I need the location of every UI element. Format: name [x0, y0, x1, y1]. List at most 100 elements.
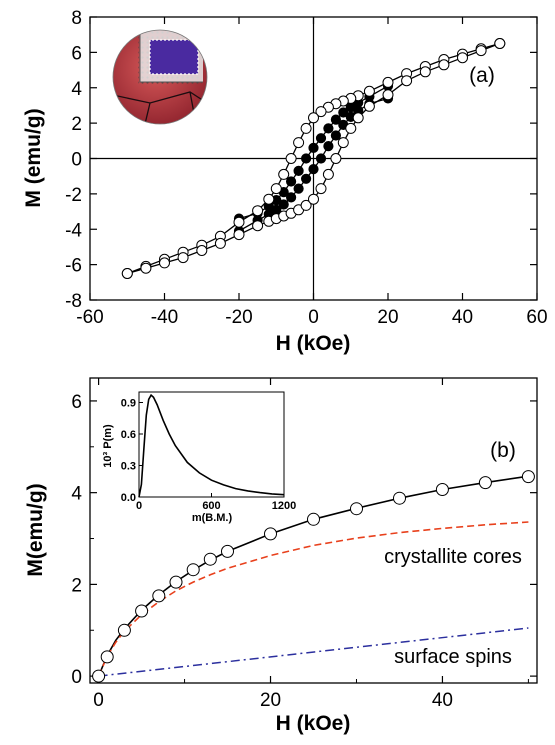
inset-background [139, 392, 284, 497]
x-tick-label: 20 [377, 307, 398, 328]
y-tick-label: 0 [71, 150, 82, 171]
inset-y-tick-label: 0.3 [121, 461, 136, 473]
open-data-point [100, 650, 114, 664]
surface-spins-annotation: surface spins [394, 646, 512, 668]
open-data-point [221, 544, 234, 558]
open-data-point [135, 604, 149, 618]
inset-line [138, 393, 285, 498]
x-tick-label: 0 [308, 307, 319, 328]
particle-inset-illustration [112, 29, 208, 125]
open-data-point [92, 669, 106, 683]
panel-b-label: (b) [490, 439, 516, 462]
panel-a-x-axis-label: H (kOe) [276, 332, 351, 355]
y-tick-label: -4 [65, 220, 82, 241]
open-data-point [264, 527, 277, 541]
open-data-point [196, 245, 208, 256]
panel-a-label: (a) [469, 64, 495, 87]
open-data-point [352, 112, 364, 124]
surface-spins-line [98, 627, 529, 677]
filled-data-point [286, 176, 297, 187]
filled-data-point [278, 199, 289, 210]
open-data-point [435, 483, 449, 496]
filled-data-point [315, 133, 327, 144]
open-data-point [285, 153, 297, 164]
y-tick-label: 2 [71, 114, 82, 135]
crystallite-cores-annotation: crystallite cores [384, 546, 522, 568]
open-data-point [393, 491, 406, 505]
panel-b-chart: 0 20 40 0 2 4 6 (b) crystallite cores surface … [24, 377, 538, 735]
x-tick-label: -60 [76, 307, 103, 328]
filled-data-point [293, 183, 304, 194]
open-data-point [315, 183, 327, 195]
x-tick-label: 20 [260, 690, 281, 711]
open-data-point [152, 589, 166, 603]
open-data-point [350, 502, 363, 516]
panel-a-data-points [121, 38, 506, 279]
open-data-point [140, 262, 152, 274]
open-data-point [315, 106, 327, 118]
x-tick-label: 60 [526, 307, 547, 328]
open-data-point [117, 623, 131, 637]
open-data-point [169, 575, 183, 589]
filled-data-point [286, 192, 297, 203]
y-tick-label: 6 [71, 43, 82, 64]
filled-data-point [308, 142, 319, 153]
open-data-point [177, 252, 189, 264]
open-data-point [233, 216, 245, 228]
open-data-point [233, 229, 245, 241]
open-data-point [308, 193, 319, 205]
filled-data-point [323, 123, 334, 134]
y-tick-label: 6 [71, 392, 82, 413]
panel-a-y-axis-label: M (emu/g) [22, 108, 45, 207]
x-tick-label: -40 [151, 307, 178, 328]
filled-data-point [293, 165, 304, 176]
open-data-point [300, 199, 312, 211]
moment-distribution-inset: 0 600 1200 0.0 0.3 0.6 0.9 m(B.M.) 10³ P(m) [102, 391, 297, 524]
y-tick-label: 0 [71, 667, 82, 688]
filled-data-point [301, 173, 312, 184]
open-data-point [307, 512, 320, 526]
open-data-point [478, 476, 492, 490]
panel-b-data-points [92, 470, 535, 683]
inset-y-tick-label: 0.0 [121, 492, 136, 504]
open-data-point [121, 268, 133, 279]
open-data-point [330, 153, 342, 164]
panel-a-zero-lines [90, 17, 537, 300]
inset-y-tick-label: 0.6 [121, 429, 136, 441]
filled-data-point [315, 153, 327, 164]
inset-ticks: 0 600 1200 0.0 0.3 0.6 0.9 [121, 398, 297, 513]
filled-data-point [308, 164, 319, 175]
panel-b-y-axis-label: M(emu/g) [24, 483, 47, 576]
open-data-point [457, 52, 468, 64]
inset-x-tick-label: 0 [136, 500, 142, 512]
open-data-point [419, 66, 431, 78]
open-data-point [252, 205, 264, 217]
open-data-point [300, 122, 312, 134]
open-data-point [345, 122, 357, 134]
open-data-point [382, 89, 394, 101]
open-data-point [186, 563, 200, 577]
inset-x-tick-label: 1200 [272, 500, 296, 512]
open-data-point [363, 85, 375, 97]
open-data-point [475, 45, 487, 57]
inset-x-axis-label: m(B.M.) [192, 512, 233, 524]
y-tick-label: -6 [65, 256, 82, 277]
x-tick-label: -20 [225, 307, 252, 328]
open-data-point [308, 112, 319, 124]
moment-distribution-line [138, 393, 285, 498]
open-data-point [263, 193, 275, 205]
open-data-point [494, 38, 506, 49]
panel-b-ticks: 0 20 40 0 2 4 6 [71, 378, 537, 711]
y-tick-label: 4 [71, 484, 82, 505]
open-data-point [401, 75, 413, 87]
inset-x-tick-label: 600 [202, 500, 220, 512]
open-data-point [322, 168, 334, 180]
filled-data-point [323, 141, 334, 152]
open-data-point [270, 183, 282, 195]
open-data-point [337, 137, 349, 149]
filled-data-point [330, 114, 341, 125]
open-data-point [159, 257, 170, 269]
inset-y-tick-label: 0.9 [121, 398, 136, 410]
